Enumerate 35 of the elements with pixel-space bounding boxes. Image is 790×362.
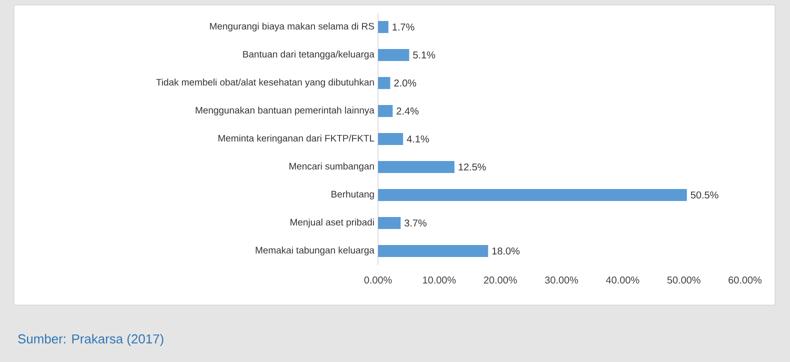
x-tick-label: 30.00% (544, 276, 578, 284)
data-label: 2.4% (396, 108, 419, 115)
bar (378, 77, 390, 90)
y-tick-label: Bantuan dari tetangga/keluarga (243, 50, 374, 60)
y-tick-label: Mengurangi biaya makan selama di RS (210, 22, 374, 32)
data-label: 18.0% (492, 247, 520, 255)
data-label: 3.7% (404, 219, 427, 227)
bar (378, 245, 488, 258)
bar (378, 161, 454, 174)
bar (378, 49, 410, 62)
data-label: 12.5% (458, 163, 486, 171)
x-tick-label: 0.00% (364, 276, 392, 284)
x-tick-label: 50.00% (667, 276, 700, 284)
text: Sumber: Prakarsa (2017) (18, 334, 164, 346)
y-tick-label: Menggunakan bantuan pemerintah lainnya (196, 106, 374, 116)
bar (378, 105, 393, 118)
bar (378, 189, 687, 202)
x-tick-label: 40.00% (606, 276, 640, 284)
x-tick-label: 60.00% (728, 276, 762, 284)
y-tick-label: Mencari sumbangan (290, 162, 374, 172)
y-tick-label: Tidak membeli obat/alat kesehatan yang dibutuhkan (156, 78, 374, 88)
x-tick-label: 20.00% (484, 276, 517, 284)
bar (378, 21, 388, 34)
bar (378, 217, 401, 230)
x-tick-label: 10.00% (423, 276, 456, 284)
data-label: 5.1% (413, 51, 436, 59)
bar (378, 133, 404, 146)
y-tick-label: Meminta keringanan dari FKTP/FKTL (218, 134, 374, 144)
data-label: 2.0% (394, 79, 416, 87)
data-label: 50.5% (690, 191, 718, 199)
y-tick-label: Memakai tabungan keluarga (256, 246, 374, 256)
y-tick-label: Menjual aset pribadi (290, 218, 374, 228)
y-tick-label: Berhutang (332, 190, 374, 200)
data-label: 1.7% (392, 24, 414, 30)
data-label: 4.1% (406, 136, 429, 142)
